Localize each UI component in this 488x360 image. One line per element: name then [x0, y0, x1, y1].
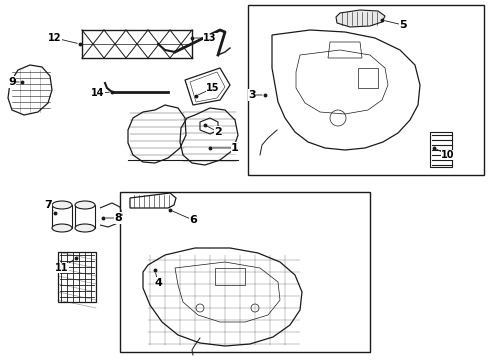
Bar [429, 132, 451, 167]
Bar [58, 252, 96, 302]
Text: 3: 3 [248, 90, 255, 100]
Bar [120, 192, 369, 352]
Bar [247, 5, 483, 175]
Polygon shape [335, 10, 384, 27]
Text: 12: 12 [48, 33, 61, 43]
Ellipse shape [75, 224, 95, 232]
Text: 15: 15 [206, 83, 219, 93]
Text: 13: 13 [203, 33, 216, 43]
Text: 7: 7 [44, 200, 52, 210]
Text: 8: 8 [114, 213, 122, 223]
Text: 14: 14 [91, 88, 104, 98]
Text: 9: 9 [8, 77, 16, 87]
Ellipse shape [52, 201, 72, 209]
Text: 5: 5 [398, 20, 406, 30]
Text: 6: 6 [189, 215, 197, 225]
Ellipse shape [75, 201, 95, 209]
Ellipse shape [52, 224, 72, 232]
Text: 4: 4 [154, 278, 162, 288]
Text: 1: 1 [231, 143, 238, 153]
Text: 10: 10 [440, 150, 454, 160]
Text: 11: 11 [55, 263, 69, 273]
Text: 2: 2 [214, 127, 222, 137]
